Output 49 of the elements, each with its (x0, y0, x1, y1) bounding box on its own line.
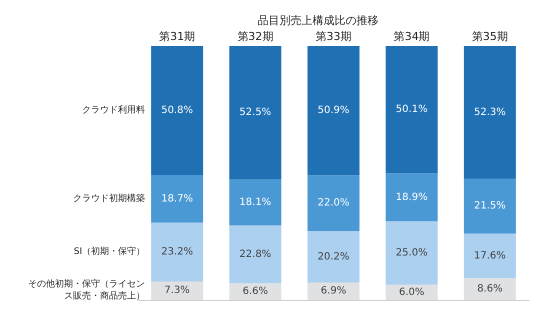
series-label: その他初期・保守（ライセンス販売・商品売上） (28, 278, 146, 302)
bar (229, 179, 282, 226)
bar (308, 46, 360, 176)
bar (308, 175, 360, 232)
bar (151, 222, 204, 282)
chart-title: 品目別売上構成比の推移 (258, 14, 378, 27)
x-tick-label: 第35期 (472, 30, 508, 43)
data-label: 50.8% (161, 105, 193, 116)
bar (229, 225, 282, 284)
data-label: 6.6% (242, 286, 268, 298)
bar (151, 175, 204, 223)
bar (464, 46, 516, 179)
data-label: 8.6% (477, 284, 503, 295)
data-label: 23.2% (161, 246, 193, 258)
data-label: 22.8% (239, 248, 272, 260)
series-label: クラウド初期構築 (73, 192, 146, 204)
x-tick-label: 第32期 (237, 30, 274, 43)
bar (464, 278, 516, 300)
data-label: 18.1% (239, 196, 272, 208)
bar (386, 46, 438, 174)
data-label: 6.9% (320, 286, 346, 297)
bar (151, 46, 204, 176)
series-label: SI（初期・保守） (74, 246, 146, 257)
data-label: 7.3% (164, 285, 190, 296)
x-tick-label: 第33期 (316, 30, 352, 43)
data-label: 52.5% (239, 107, 272, 118)
bar (308, 282, 360, 300)
bar (229, 283, 282, 300)
bar (229, 46, 282, 180)
data-label: 20.2% (318, 251, 350, 262)
bar (308, 231, 360, 282)
data-label: 6.0% (398, 286, 424, 298)
data-label: 18.9% (396, 192, 428, 203)
data-label: 25.0% (396, 248, 428, 259)
data-label: 21.5% (474, 200, 506, 212)
data-label: 52.3% (474, 106, 506, 118)
x-tick-label: 第31期 (159, 30, 196, 43)
data-label: 18.7% (161, 193, 193, 204)
series-label: クラウド利用料 (82, 104, 146, 116)
bar (151, 281, 204, 300)
bar (464, 233, 516, 278)
data-label: 50.9% (318, 105, 350, 116)
bar (386, 173, 438, 222)
data-label: 17.6% (474, 250, 506, 262)
bar (464, 178, 516, 234)
data-label: 22.0% (318, 198, 350, 209)
data-label: 50.1% (396, 104, 428, 116)
x-tick-label: 第34期 (394, 30, 430, 43)
bar (386, 221, 438, 285)
